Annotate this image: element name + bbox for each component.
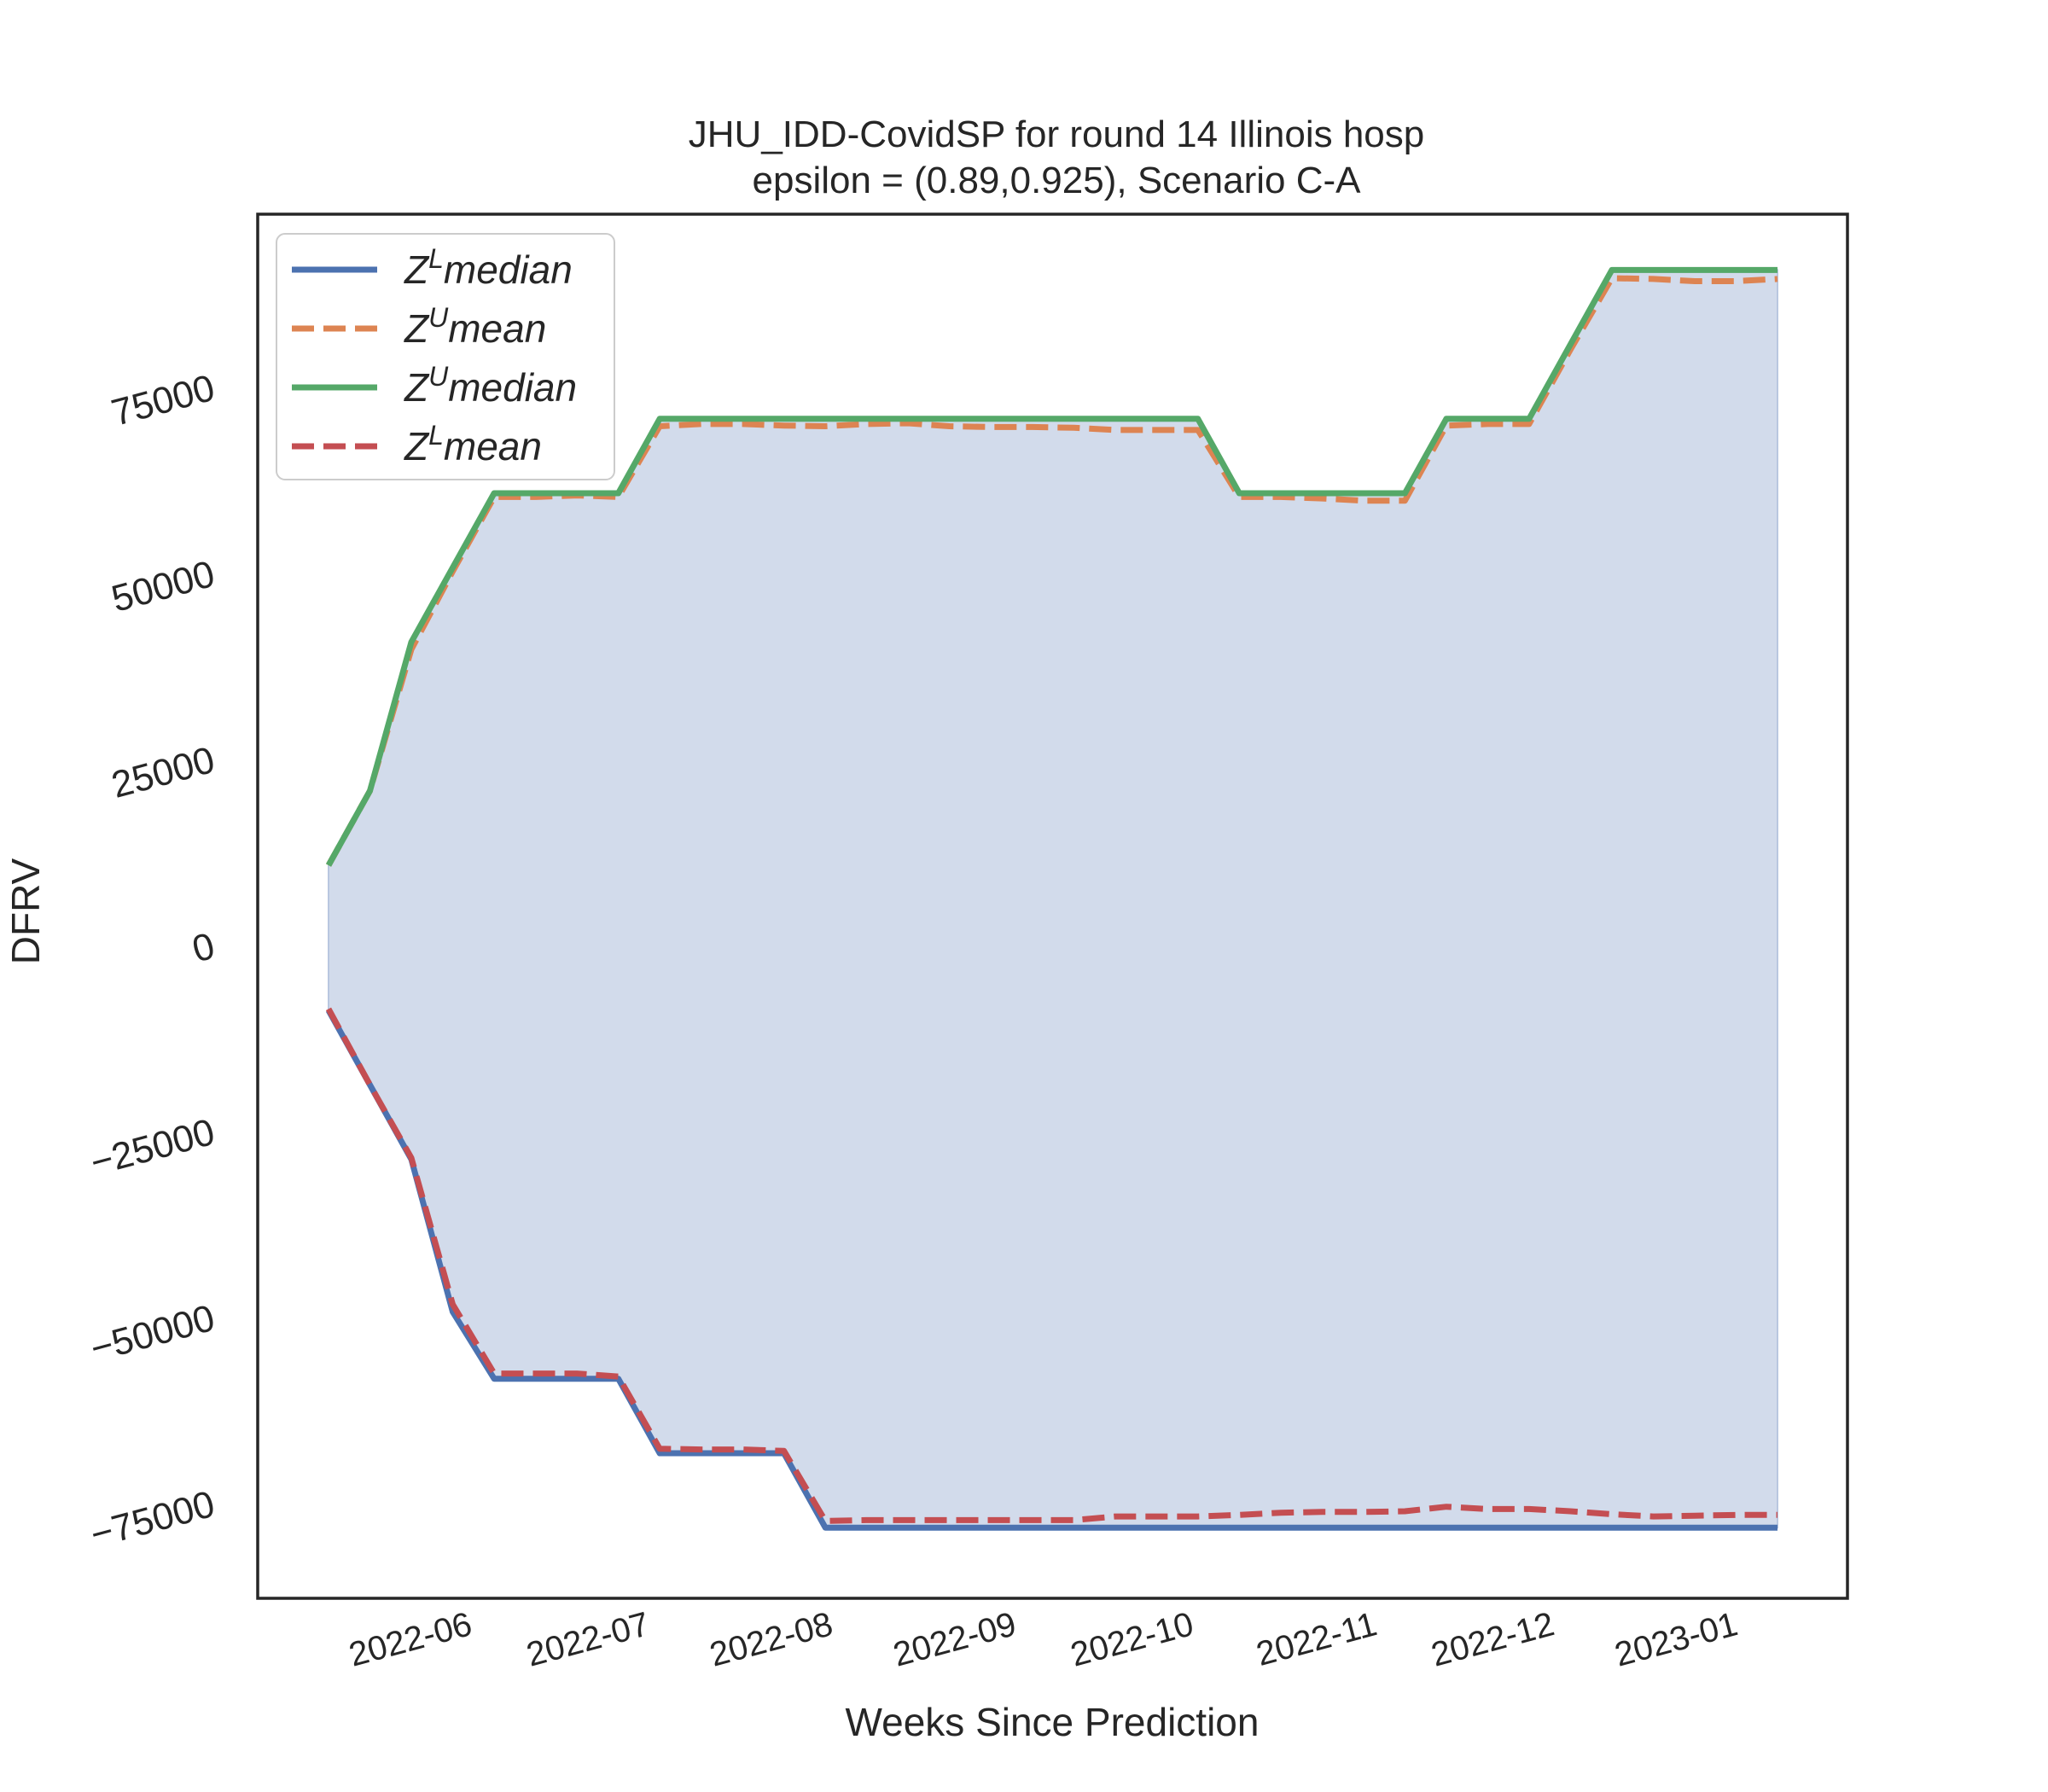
chart-title: JHU_IDD-CovidSP for round 14 Illinois ho…: [689, 113, 1424, 155]
series-line-zlmean: [325, 1007, 1777, 1524]
x-tick-label: 2023-01: [1611, 1605, 1742, 1673]
series-line-zlmedian: [325, 1009, 1777, 1531]
y-tick-label: −75000: [86, 1483, 219, 1556]
legend-label: ZLmean: [404, 420, 542, 468]
chart-subtitle: epsilon = (0.89,0.925), Scenario C-A: [753, 160, 1362, 201]
x-axis-label: Weeks Since Prediction: [846, 1700, 1260, 1744]
legend: ZLmedian ZUmean ZUmedian ZLmean: [276, 233, 615, 480]
y-tick-label: 0: [188, 925, 218, 971]
x-tick-label: 2022-12: [1428, 1605, 1558, 1673]
x-tick-label: 2022-08: [706, 1605, 836, 1673]
x-tick-label: 2022-06: [345, 1605, 475, 1673]
series-line-zumedian: [325, 266, 1777, 867]
x-tick-label: 2022-10: [1067, 1605, 1197, 1673]
legend-label: ZUmean: [404, 302, 546, 351]
series-layer: [325, 266, 1778, 1531]
x-tick-label: 2022-07: [522, 1605, 653, 1673]
y-tick-label: −50000: [86, 1297, 219, 1370]
y-tick-labels: 75000 50000 25000 0 −25000 −50000 −75000: [86, 367, 219, 1556]
legend-box: [276, 233, 615, 480]
y-axis-label: DFRV: [3, 858, 48, 964]
legend-label: ZLmedian: [404, 243, 573, 292]
y-tick-label: 50000: [108, 553, 219, 620]
x-tick-label: 2022-09: [889, 1605, 1020, 1673]
plot-frame: [256, 212, 1849, 1600]
y-tick-label: 75000: [108, 367, 219, 434]
x-tick-label: 2022-11: [1253, 1605, 1381, 1673]
y-tick-label: 25000: [108, 739, 219, 806]
legend-label: ZUmedian: [404, 361, 577, 410]
y-tick-label: −25000: [86, 1111, 219, 1184]
x-tick-labels: 2022-06 2022-07 2022-08 2022-09 2022-10 2022-…: [345, 1605, 1741, 1673]
